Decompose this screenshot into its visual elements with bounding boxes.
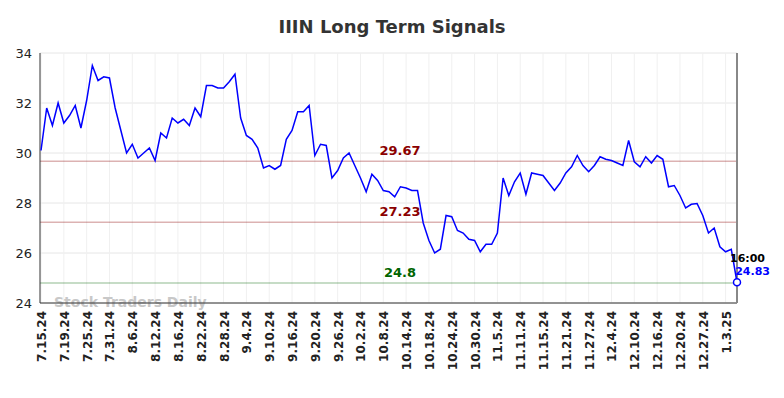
grid-line bbox=[702, 53, 703, 303]
y-tick-label: 32 bbox=[15, 96, 32, 111]
x-tick-label: 7.19.24 bbox=[58, 311, 72, 362]
last-value: 24.83 bbox=[735, 265, 770, 278]
reference-label: 24.8 bbox=[384, 265, 416, 280]
grid-line bbox=[177, 53, 178, 303]
x-tick-label: 10.14.24 bbox=[400, 311, 414, 370]
grid-line bbox=[451, 53, 452, 303]
x-tick-label: 11.27.24 bbox=[583, 311, 597, 370]
x-tick-label: 7.15.24 bbox=[35, 311, 49, 362]
grid-line bbox=[428, 53, 429, 303]
grid-line bbox=[246, 53, 247, 303]
grid-line bbox=[474, 53, 475, 303]
grid-line bbox=[543, 53, 544, 303]
x-tick-label: 10.30.24 bbox=[469, 311, 483, 370]
grid-line bbox=[520, 53, 521, 303]
grid-line bbox=[337, 53, 338, 303]
grid-line bbox=[40, 103, 737, 104]
grid-line bbox=[314, 53, 315, 303]
grid-line bbox=[611, 53, 612, 303]
x-tick-label: 9.10.24 bbox=[263, 311, 277, 362]
x-tick-label: 1.3.25 bbox=[720, 311, 734, 354]
x-axis bbox=[40, 303, 737, 304]
x-tick-label: 9.26.24 bbox=[332, 311, 346, 362]
x-tick-label: 9.20.24 bbox=[309, 311, 323, 362]
grid-line bbox=[679, 53, 680, 303]
x-tick-label: 10.8.24 bbox=[377, 311, 391, 362]
x-tick-label: 9.4.24 bbox=[240, 311, 254, 354]
title: IIIN Long Term Signals bbox=[278, 16, 505, 37]
x-tick-label: 8.12.24 bbox=[149, 311, 163, 362]
grid-line bbox=[634, 53, 635, 303]
grid-line bbox=[109, 53, 110, 303]
reference-line bbox=[40, 282, 737, 284]
x-tick-label: 12.16.24 bbox=[651, 311, 665, 370]
grid-line bbox=[40, 53, 737, 54]
y-tick-label: 24 bbox=[15, 296, 32, 311]
grid-line bbox=[725, 53, 726, 303]
reference-line bbox=[40, 222, 737, 224]
reference-line bbox=[40, 161, 737, 163]
grid-line bbox=[292, 53, 293, 303]
price-line bbox=[41, 66, 737, 283]
grid-line bbox=[223, 53, 224, 303]
grid-line bbox=[63, 53, 64, 303]
grid-line bbox=[657, 53, 658, 303]
y-tick-label: 34 bbox=[15, 46, 32, 61]
x-tick-label: 8.16.24 bbox=[172, 311, 186, 362]
grid-line bbox=[588, 53, 589, 303]
x-tick-label: 12.27.24 bbox=[697, 311, 711, 370]
grid-line bbox=[41, 53, 42, 303]
grid-line bbox=[565, 53, 566, 303]
x-tick-label: 10.24.24 bbox=[446, 311, 460, 370]
reference-label: 27.23 bbox=[379, 204, 420, 219]
grid-line bbox=[497, 53, 498, 303]
x-tick-label: 11.11.24 bbox=[514, 311, 528, 370]
x-tick-label: 11.21.24 bbox=[560, 311, 574, 370]
x-tick-label: 10.2.24 bbox=[354, 311, 368, 362]
chart: IIIN Long Term Signals 24 26 28 30 32 34 7.15.2… bbox=[0, 0, 784, 398]
grid-line bbox=[269, 53, 270, 303]
plot-area bbox=[41, 66, 741, 286]
x-tick-label: 8.28.24 bbox=[218, 311, 232, 362]
watermark: Stock Traders Daily bbox=[54, 294, 207, 310]
x-tick-label: 8.22.24 bbox=[195, 311, 209, 362]
x-tick-label: 12.10.24 bbox=[628, 311, 642, 370]
grid-line bbox=[40, 303, 737, 304]
x-tick-label: 9.16.24 bbox=[286, 311, 300, 362]
last-point bbox=[734, 279, 741, 286]
grid-line bbox=[200, 53, 201, 303]
x-tick-label: 11.15.24 bbox=[537, 311, 551, 370]
grid-line bbox=[132, 53, 133, 303]
x-tick-label: 11.5.24 bbox=[491, 311, 505, 362]
y-axis bbox=[40, 53, 41, 303]
grid-line bbox=[40, 253, 737, 254]
x-tick-label: 8.6.24 bbox=[126, 311, 140, 354]
grid-line bbox=[86, 53, 87, 303]
y-tick-label: 30 bbox=[15, 146, 32, 161]
x-tick-label: 7.31.24 bbox=[103, 311, 117, 362]
y-tick-label: 28 bbox=[15, 196, 32, 211]
x-tick-label: 7.25.24 bbox=[81, 311, 95, 362]
x-tick-label: 12.20.24 bbox=[674, 311, 688, 370]
x-tick-label: 10.18.24 bbox=[423, 311, 437, 370]
x-tick-label: 12.4.24 bbox=[605, 311, 619, 362]
last-time: 16:00 bbox=[730, 252, 765, 265]
y-tick-label: 26 bbox=[15, 246, 32, 261]
grid-line bbox=[155, 53, 156, 303]
reference-label: 29.67 bbox=[379, 143, 420, 158]
